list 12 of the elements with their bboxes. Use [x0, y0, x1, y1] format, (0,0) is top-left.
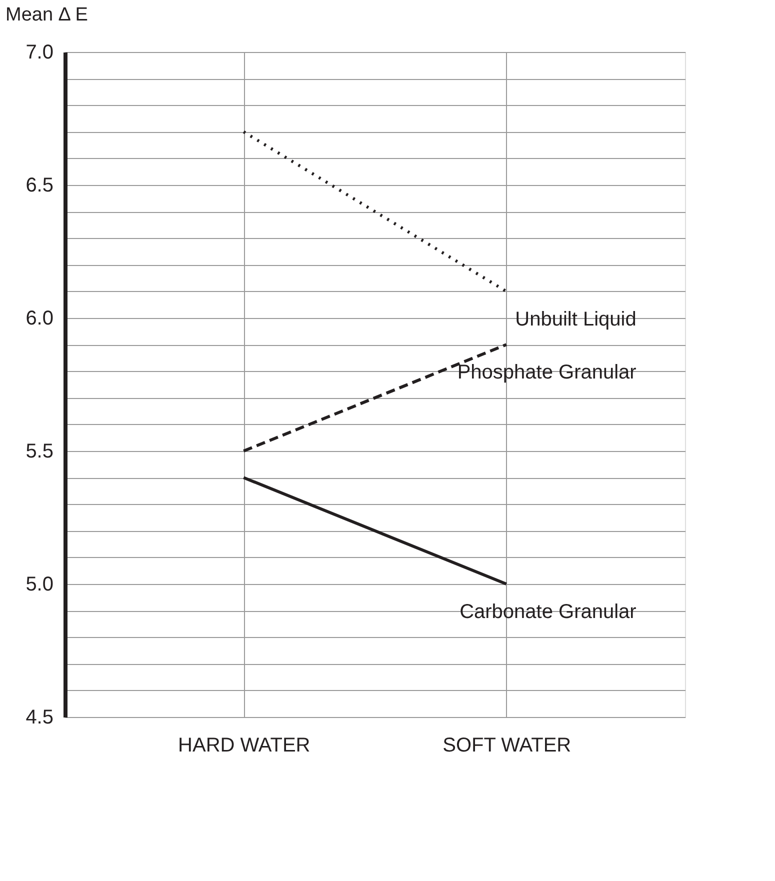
y-tick-label: 4.5 [26, 706, 54, 728]
x-tick-label: HARD WATER [178, 734, 310, 756]
y-tick-label: 7.0 [26, 42, 54, 64]
y-tick-label: 5.5 [26, 440, 54, 462]
y-tick-label: 6.5 [26, 174, 54, 196]
y-tick-label: 6.0 [26, 308, 54, 330]
y-axis-title: Mean Δ E [6, 4, 88, 26]
series-label: Carbonate Granular [460, 601, 637, 623]
x-tick-label: SOFT WATER [442, 734, 572, 756]
y-tick-label: 5.0 [26, 574, 54, 596]
series-label: Phosphate Granular [457, 362, 637, 384]
series-label: Unbuilt Liquid [515, 308, 636, 330]
